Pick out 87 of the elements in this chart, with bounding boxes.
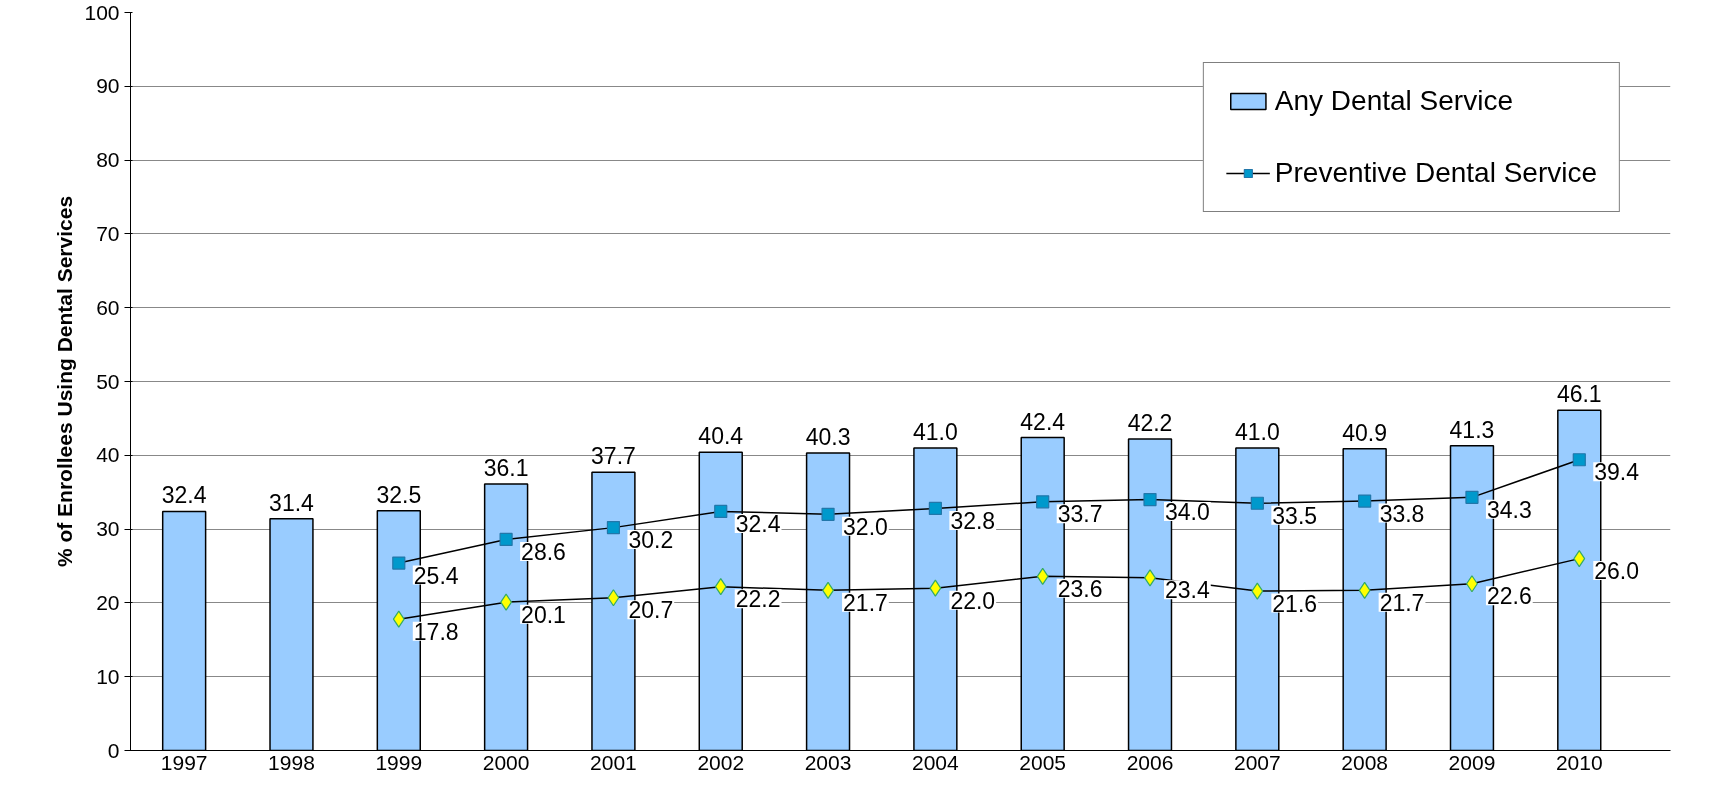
legend-label: Preventive Dental Service [1274, 157, 1597, 189]
y-tick-label: 40 [96, 443, 120, 467]
data-label: 33.8 [1379, 500, 1425, 527]
data-label: 41.0 [1234, 418, 1280, 445]
x-tick-label: 2002 [697, 750, 745, 774]
point [1143, 492, 1157, 507]
x-tick-label: 2006 [1126, 750, 1174, 774]
point [1250, 496, 1264, 510]
y-tick-label: 50 [96, 369, 120, 393]
data-label: 17.8 [413, 618, 459, 645]
x-tick-label: 2005 [1019, 750, 1067, 774]
point [1251, 582, 1264, 600]
data-label: 32.5 [376, 481, 422, 508]
x-tick-label: 2009 [1448, 750, 1496, 774]
x-tick-label: 1999 [375, 750, 423, 774]
x-tick-label: 2010 [1555, 750, 1603, 774]
data-label: 36.1 [483, 455, 529, 482]
data-label: 41.0 [913, 418, 958, 445]
y-tick-label: 0 [107, 738, 120, 762]
point [1572, 453, 1586, 467]
point [392, 556, 406, 570]
x-tick-label: 1997 [160, 750, 208, 774]
y-tick-label: 100 [84, 0, 120, 24]
y-tick-label: 90 [96, 74, 120, 98]
x-tick-label: 2003 [804, 750, 852, 774]
data-label: 40.3 [805, 424, 851, 451]
x-tick-label: 1998 [268, 750, 315, 774]
x-tick-label: 2007 [1233, 750, 1281, 774]
point [821, 507, 835, 521]
y-tick-label: 10 [96, 664, 120, 688]
data-label: 26.0 [1594, 558, 1640, 585]
data-label: 21.7 [1379, 589, 1425, 616]
point [1465, 490, 1479, 504]
y-axis-title: % of Enrollees Using Dental Services [53, 195, 77, 568]
data-label: 21.7 [843, 589, 888, 616]
data-label: 33.7 [1057, 501, 1103, 528]
point [1358, 494, 1372, 508]
data-label: 33.5 [1272, 502, 1318, 529]
data-label: 32.0 [843, 513, 888, 540]
point [607, 589, 620, 607]
point [714, 504, 728, 518]
data-label: 22.0 [950, 587, 996, 614]
data-label: 42.2 [1127, 410, 1173, 437]
data-label: 22.2 [735, 586, 781, 613]
x-tick-label: 2004 [912, 750, 960, 774]
data-label: 20.7 [628, 597, 674, 624]
data-label: 22.6 [1486, 583, 1532, 610]
data-label: 40.9 [1342, 419, 1388, 446]
y-tick-label: 30 [96, 517, 120, 541]
point [929, 579, 942, 597]
point [928, 501, 942, 516]
point [606, 521, 621, 535]
point [392, 610, 405, 628]
y-tick-label: 20 [96, 590, 120, 614]
x-tick-label: 2001 [590, 750, 637, 774]
x-tick-label: 2000 [482, 750, 530, 774]
data-label: 20.1 [521, 601, 566, 628]
data-label: 25.4 [413, 562, 459, 589]
data-label: 31.4 [269, 489, 315, 516]
data-label: 39.4 [1594, 459, 1640, 486]
data-label: 30.2 [628, 527, 674, 554]
data-label: 34.3 [1486, 496, 1532, 523]
data-label: 40.4 [698, 423, 744, 450]
data-label: 32.8 [950, 507, 996, 534]
point [500, 593, 513, 611]
point [1036, 495, 1050, 509]
data-label: 21.6 [1272, 590, 1318, 617]
point [1036, 567, 1049, 585]
data-label: 37.7 [591, 443, 636, 470]
data-label: 42.4 [1020, 408, 1066, 435]
y-tick-label: 60 [96, 295, 120, 319]
y-tick-label: 70 [96, 221, 120, 245]
data-label: 23.4 [1165, 577, 1210, 604]
x-tick-label: 2008 [1341, 750, 1389, 774]
point [1573, 550, 1586, 568]
legend-label: Any Dental Service [1274, 85, 1513, 117]
data-label: 41.3 [1449, 416, 1495, 443]
data-label: 46.1 [1556, 381, 1602, 408]
data-label: 32.4 [161, 482, 207, 509]
point [499, 532, 513, 547]
point [1358, 581, 1371, 599]
data-label: 34.0 [1165, 499, 1210, 526]
data-label: 28.6 [521, 538, 566, 565]
data-label: 32.4 [735, 510, 781, 537]
data-label: 23.6 [1057, 575, 1103, 602]
y-tick-label: 80 [96, 148, 120, 172]
point [714, 578, 727, 596]
